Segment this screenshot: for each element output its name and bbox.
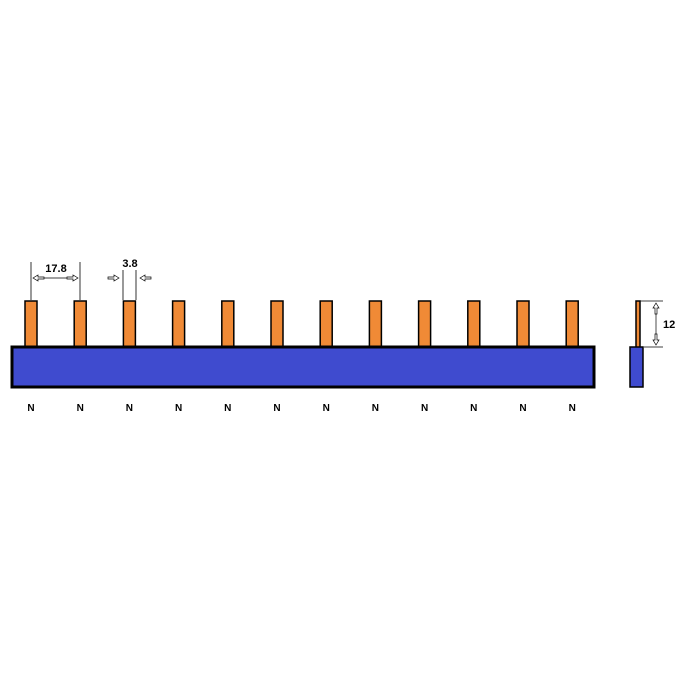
pin-11 bbox=[516, 300, 530, 349]
pitch-arrow-right bbox=[66, 274, 79, 282]
pitch-dimension: 17.8 bbox=[30, 262, 81, 300]
pin-label-4: N bbox=[175, 403, 182, 414]
pin-label-9: N bbox=[421, 403, 428, 414]
pin-2 bbox=[73, 300, 87, 349]
pin-8 bbox=[368, 300, 383, 349]
pin-1 bbox=[24, 300, 38, 349]
pin-10 bbox=[467, 300, 481, 349]
pin-height-dimension: 12 bbox=[640, 300, 675, 348]
side-view-pin bbox=[635, 300, 641, 349]
pin-label-1: N bbox=[27, 403, 34, 414]
pin-label-8: N bbox=[372, 403, 379, 414]
pin-width-dimension: 3.8 bbox=[107, 258, 152, 300]
pin-12 bbox=[565, 300, 579, 349]
pin-label-11: N bbox=[519, 403, 526, 414]
pin-label-5: N bbox=[224, 403, 231, 414]
side-view-body bbox=[629, 346, 644, 388]
pin-label-2: N bbox=[77, 403, 84, 414]
pin-group bbox=[24, 300, 579, 349]
side-view bbox=[629, 300, 644, 388]
pitch-value: 17.8 bbox=[45, 263, 66, 275]
pin-6 bbox=[270, 300, 284, 349]
pin-5 bbox=[221, 300, 235, 349]
busbar-body bbox=[10, 345, 596, 389]
height-arrow-bottom bbox=[652, 333, 660, 346]
pin-height-value: 12 bbox=[663, 319, 675, 331]
pin-label-7: N bbox=[323, 403, 330, 414]
pin-label-6: N bbox=[273, 403, 280, 414]
pin-width-value: 3.8 bbox=[122, 258, 137, 270]
pin-7 bbox=[319, 300, 333, 349]
pin-label-12: N bbox=[569, 403, 576, 414]
pin-4 bbox=[171, 300, 186, 349]
pin-width-arrow-left bbox=[107, 274, 120, 282]
pitch-arrow-left bbox=[32, 274, 45, 282]
pin-label-10: N bbox=[470, 403, 477, 414]
pin-3 bbox=[122, 300, 137, 349]
pin-9 bbox=[417, 300, 432, 349]
height-arrow-top bbox=[652, 302, 660, 315]
pin-label-3: N bbox=[126, 403, 133, 414]
pin-width-arrow-right bbox=[139, 274, 152, 282]
